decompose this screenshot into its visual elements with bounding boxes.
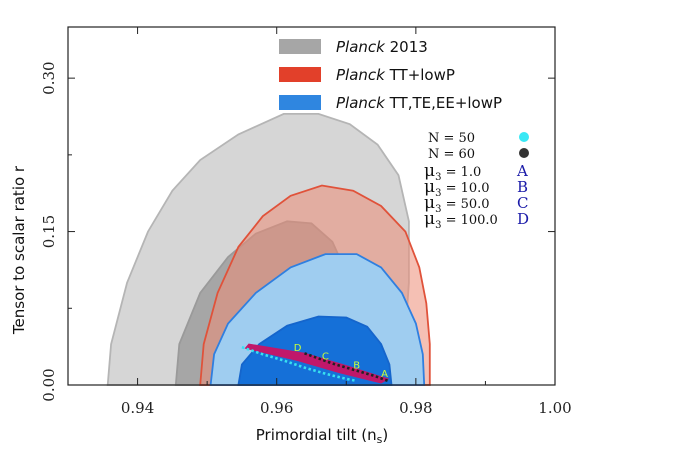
- x-tick-label: 1.00: [538, 399, 571, 417]
- legend-label-tt-te-ee-lowp: Planck TT,TE,EE+lowP: [336, 94, 502, 112]
- x-tick-label: 0.96: [260, 399, 293, 417]
- model-band: [244, 343, 390, 384]
- annotation-mu-50: μ3 = 50.0: [424, 193, 490, 215]
- annotation-letter-d: D: [517, 210, 529, 228]
- contour-regions: [106, 113, 431, 386]
- point-label-a: A: [381, 369, 388, 380]
- x-tick-label: 0.98: [399, 399, 432, 417]
- y-tick-label: 0.15: [40, 215, 58, 248]
- y-tick-label: 0.00: [40, 368, 58, 401]
- legend-swatch-tt-lowp: [279, 67, 321, 82]
- annotation-letter-b: B: [517, 178, 528, 196]
- annotation-n50: N = 50: [428, 131, 475, 146]
- annotation-mu-1: μ3 = 1.0: [424, 161, 481, 183]
- annotation-letter-c: C: [517, 194, 528, 212]
- axis-ticks: 0.94 0.96 0.98 1.00 0.00 0.15 0.30: [40, 27, 572, 417]
- y-tick-label: 0.30: [40, 61, 58, 94]
- model-annotations: N = 50 N = 60 μ3 = 1.0 A μ3 = 10.0 B μ3 …: [424, 131, 529, 231]
- point-label-d: D: [294, 343, 302, 354]
- plot-frame: [67, 26, 556, 386]
- point-label-b: B: [353, 361, 360, 372]
- n50-marker: [519, 132, 529, 142]
- legend-label-planck-2013: Planck 2013: [336, 38, 428, 56]
- x-tick-label: 0.94: [121, 399, 154, 417]
- n60-marker: [519, 148, 529, 158]
- annotation-mu-10: μ3 = 10.0: [424, 177, 490, 199]
- y-axis-label: Tensor to scalar ratio r: [10, 165, 28, 335]
- line-n50: [241, 345, 357, 383]
- legend: Planck 2013 Planck TT+lowP Planck TT,TE,…: [279, 38, 502, 112]
- annotation-n60: N = 60: [428, 147, 475, 162]
- point-label-c: C: [322, 351, 329, 362]
- annotation-mu-100: μ3 = 100.0: [424, 209, 498, 231]
- legend-label-tt-lowp: Planck TT+lowP: [336, 66, 455, 84]
- legend-swatch-tt-te-ee-lowp: [279, 95, 321, 110]
- model-lines: A B C D: [241, 343, 390, 384]
- legend-swatch-planck-2013: [279, 39, 321, 54]
- annotation-letter-a: A: [516, 162, 528, 180]
- x-axis-label: Primordial tilt (ns): [256, 426, 388, 446]
